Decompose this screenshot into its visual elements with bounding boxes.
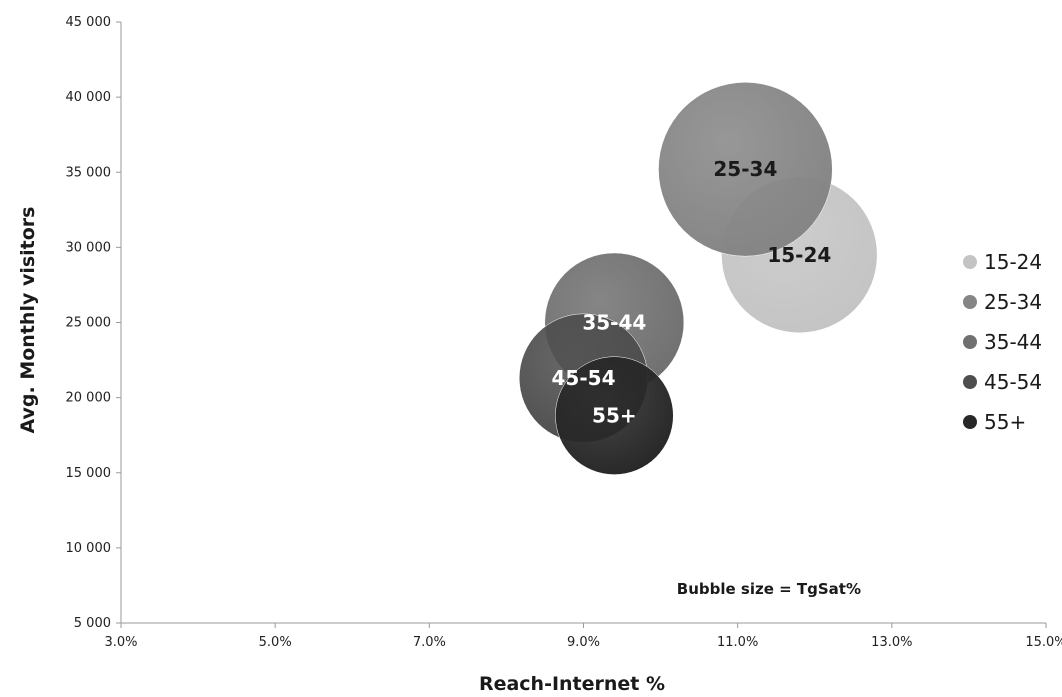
y-tick-label: 40 000 [66,90,112,105]
x-axis-title: Reach-Internet % [479,673,665,695]
legend-marker [963,255,977,269]
y-tick-label: 15 000 [66,466,112,481]
x-axis-ticks: 3.0% 5.0% 7.0% 9.0% 11.0% 13.0% 15.0% [104,623,1062,650]
bubble-55+ [555,356,674,475]
x-tick-label: 9.0% [567,635,600,650]
bubble-25-34 [658,82,833,257]
y-tick-label: 45 000 [66,15,112,30]
legend-marker [963,415,977,429]
y-axis-ticks: 5 000 10 000 15 000 20 000 25 000 30 000 35 00… [66,15,121,631]
legend-marker [963,375,977,389]
x-tick-label: 13.0% [871,635,912,650]
y-tick-label: 20 000 [66,391,112,406]
y-tick-label: 5 000 [74,616,111,631]
legend-label: 55+ [984,410,1026,434]
legend: 15-24 25-34 35-44 45-54 55+ [963,250,1042,434]
y-tick-label: 35 000 [66,165,112,180]
x-tick-label: 3.0% [104,635,137,650]
y-tick-label: 10 000 [66,541,112,556]
legend-label: 35-44 [984,330,1042,354]
x-tick-label: 7.0% [413,635,446,650]
bubbles: 15-24 25-34 35-44 45-54 55+ [518,82,878,475]
legend-marker [963,335,977,349]
legend-marker [963,295,977,309]
x-tick-label: 15.0% [1025,635,1062,650]
y-tick-label: 30 000 [66,240,112,255]
bubble-label: 45-54 [552,366,616,390]
y-tick-label: 25 000 [66,316,112,331]
bubble-label: 35-44 [582,311,646,335]
x-tick-label: 5.0% [259,635,292,650]
bubble-label: 25-34 [713,157,777,181]
bubble-size-note: Bubble size = TgSat% [677,580,861,598]
legend-label: 45-54 [984,370,1042,394]
legend-label: 25-34 [984,290,1042,314]
y-axis-title: Avg. Monthly visitors [17,207,39,434]
x-tick-label: 11.0% [717,635,758,650]
legend-label: 15-24 [984,250,1042,274]
bubble-label: 15-24 [767,243,831,267]
bubble-label: 55+ [592,404,637,428]
